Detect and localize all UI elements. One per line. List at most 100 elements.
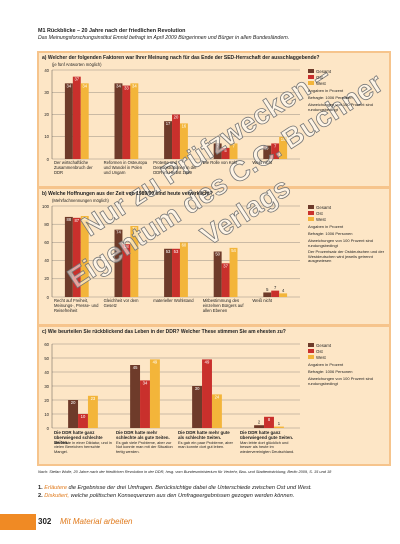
x-tick-label: Gleichheit vor dem Gesetz	[103, 298, 139, 308]
bar	[130, 365, 141, 428]
value-label: 5	[224, 148, 227, 153]
bar	[87, 395, 98, 428]
y-tick-label: 40	[44, 369, 49, 375]
header-subtitle: Das Meinungsforschungsinstitut Emnid bef…	[38, 35, 290, 41]
bar	[254, 425, 265, 428]
bar	[122, 85, 131, 159]
value-label: 16	[182, 123, 187, 128]
legend-swatch	[308, 211, 314, 215]
legend-label: West	[316, 354, 326, 360]
bar	[140, 380, 150, 428]
value-label: 58	[124, 244, 129, 249]
y-tick-label: 40	[44, 258, 49, 264]
y-tick-label: 60	[44, 341, 49, 347]
bar	[179, 242, 188, 297]
value-label: 20	[71, 400, 76, 405]
value-label: 10	[281, 137, 286, 142]
x-tick-label: Der wirtschaftliche Zusammenbruch der DD…	[54, 160, 93, 175]
value-label: 2	[258, 420, 261, 425]
value-label: 23	[91, 396, 96, 401]
task-operator: Diskutiert,	[44, 493, 70, 500]
y-tick-label: 0	[46, 425, 49, 431]
value-label: 5	[266, 287, 269, 292]
task-operator: Erläutere	[44, 485, 67, 491]
bar	[80, 83, 89, 159]
value-label: 30	[195, 386, 200, 391]
legend-label: West	[316, 216, 326, 222]
value-label: 7	[274, 285, 277, 290]
legend-note: Angaben in Prozent	[308, 362, 344, 367]
value-label: 37	[74, 77, 79, 82]
bar	[221, 147, 230, 159]
material-label: M1	[38, 28, 46, 34]
value-label: 37	[223, 263, 228, 268]
legend-note: Angaben in Prozent	[308, 224, 344, 229]
bar	[213, 143, 222, 159]
y-tick-label: 20	[44, 276, 49, 282]
y-tick-label: 20	[44, 397, 49, 403]
value-label: 34	[82, 83, 87, 88]
value-label: 53	[166, 249, 171, 254]
value-label: 50	[215, 252, 220, 257]
legend-note: Abweichungen von 100 Prozent sind rundun…	[308, 102, 373, 112]
value-label: 49	[205, 359, 210, 364]
bar	[211, 394, 222, 428]
page-tab	[0, 514, 36, 530]
y-axis-label: (je fünf Antworten möglich)	[52, 62, 102, 67]
bar	[213, 251, 222, 297]
task-number: 1.	[38, 485, 43, 491]
bar	[80, 216, 89, 297]
header-title: Rückblicke – 20 Jahre nach der friedlich…	[47, 28, 186, 34]
bar	[172, 114, 180, 159]
x-tick-label: Die DDR hatte ganz überwiegend gute Seit…	[240, 430, 294, 441]
value-label: 53	[174, 249, 179, 254]
bar	[229, 247, 238, 297]
category-note: Es gab ein paar Probleme, aber man konnt…	[178, 440, 233, 450]
bar	[202, 359, 212, 428]
bar	[279, 293, 288, 297]
y-tick-label: 20	[44, 112, 49, 117]
legend-swatch	[308, 355, 314, 359]
source: Nach: Stefan Wolle, 20 Jahre nach der fr…	[38, 469, 332, 474]
bar	[192, 386, 203, 428]
value-label: 8	[268, 417, 271, 422]
section-name: Mit Material arbeiten	[60, 517, 133, 526]
legend-swatch	[308, 75, 314, 79]
task-number: 2.	[38, 493, 43, 500]
x-tick-label: Recht auf Freiheit, Meinungs-, Presse- u…	[54, 298, 99, 313]
bar	[164, 248, 173, 297]
chart-title: c) Wie beurteilen Sie rückblickend das L…	[42, 329, 286, 335]
value-label: 34	[132, 83, 137, 88]
task-text: welche politischen Konsequenzen aus den …	[70, 493, 295, 500]
value-label: 34	[67, 83, 72, 88]
bar	[221, 263, 230, 297]
value-label: 88	[67, 217, 72, 222]
value-label: 24	[215, 394, 220, 399]
y-tick-label: 30	[44, 89, 49, 95]
legend-label: Ost	[316, 210, 323, 216]
legend-swatch	[308, 81, 314, 85]
y-tick-label: 60	[44, 239, 49, 245]
y-tick-label: 50	[44, 355, 49, 361]
legend-note: Befragte: 1006 Personen	[308, 369, 353, 374]
value-label: 10	[81, 414, 86, 419]
y-tick-label: 0	[46, 294, 49, 300]
bar	[164, 121, 173, 159]
bar	[271, 290, 280, 297]
x-tick-label: Die DDR hatte mehr gute als schlechte Se…	[178, 430, 230, 441]
value-label: 45	[133, 365, 138, 370]
x-tick-label: Reformen in Osteuropa und Wandel in Pole…	[103, 160, 148, 175]
value-label: 34	[143, 380, 148, 385]
task: 2. Diskutiert, welche politischen Konseq…	[38, 492, 390, 500]
chart-background	[39, 53, 389, 186]
legend-label: Ost	[316, 74, 323, 80]
chart-title: b) Welche Hoffnungen aus der Zeit von 19…	[42, 191, 213, 197]
y-tick-label: 10	[44, 411, 49, 417]
x-tick-label: Die DDR hatte mehr schlechte als gute Se…	[116, 430, 170, 441]
value-label: 20	[174, 115, 179, 120]
legend-note: Befragte: 1006 Personen	[308, 95, 353, 100]
bar	[273, 426, 284, 428]
bar	[130, 226, 139, 297]
